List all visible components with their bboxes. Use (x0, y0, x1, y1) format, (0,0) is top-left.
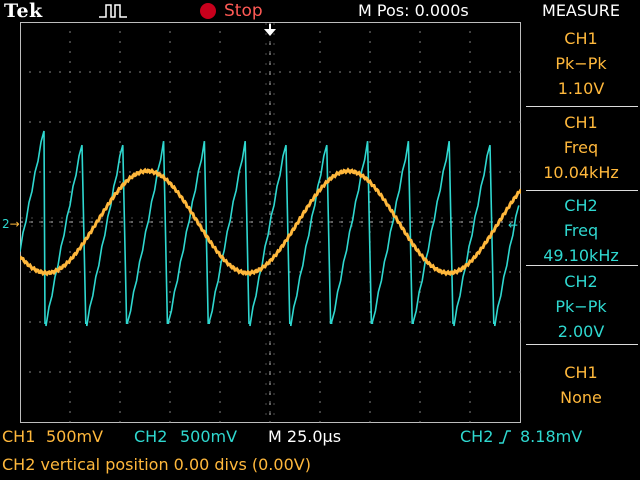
m-pos-readout: M Pos: 0.000s (358, 1, 469, 20)
trigger-pulse-icon (99, 4, 127, 18)
brand-logo: Tek (4, 0, 43, 22)
measure-value: 2.00V (557, 322, 605, 341)
ch2-scale: 500mV (180, 427, 238, 446)
measure-type: Freq (563, 221, 599, 240)
measure-channel: CH2 (564, 196, 598, 215)
measure-value: 1.10V (557, 79, 605, 98)
top-status-bar: Tek Stop M Pos: 0.000s MEASURE (0, 0, 640, 22)
status-message: CH2 vertical position 0.00 divs (0.00V) (2, 455, 311, 474)
measure-type: Freq (563, 138, 599, 157)
measure-type: None (560, 388, 602, 407)
measure-type: Pk−Pk (555, 54, 607, 73)
trigger-level-marker[interactable]: ← (508, 218, 519, 232)
measure-channel: CH2 (564, 272, 598, 291)
run-state: Stop (224, 1, 263, 21)
ch1-waveform (20, 167, 521, 277)
timebase: M 25.0µs (268, 427, 342, 446)
measure-slot-3[interactable]: CH2 Freq 49.10kHz (522, 193, 640, 271)
measure-slot-2[interactable]: CH1 Freq 10.04kHz (522, 110, 640, 188)
measure-slot-5[interactable]: CH1 None (522, 360, 640, 438)
measure-slot-4[interactable]: CH2 Pk−Pk 2.00V (522, 269, 640, 347)
measure-slot-1[interactable]: CH1 Pk−Pk 1.10V (522, 26, 640, 104)
trigger-position-marker (264, 24, 276, 36)
waveform-display (20, 22, 521, 423)
measure-value: 10.04kHz (543, 163, 619, 182)
ch2-ground-marker[interactable]: 2→ (2, 217, 20, 231)
ch1-scale: 500mV (46, 427, 104, 446)
bottom-status-bar: CH1 500mV CH2 500mV M 25.0µs CH2 8.18mV … (0, 425, 640, 480)
divider (526, 265, 638, 266)
divider (526, 190, 638, 191)
ch1-label: CH1 (2, 427, 36, 446)
ch2-waveform (20, 130, 520, 327)
measure-title: MEASURE (542, 1, 620, 20)
trigger-source: CH2 (460, 427, 494, 446)
measure-value: 49.10kHz (543, 246, 619, 265)
measure-channel: CH1 (564, 113, 598, 132)
measure-channel: CH1 (564, 29, 598, 48)
rising-edge-icon (499, 430, 511, 444)
divider (526, 106, 638, 107)
stop-indicator-icon (200, 3, 216, 19)
trigger-level: 8.18mV (520, 427, 583, 446)
measure-channel: CH1 (564, 363, 598, 382)
divider (526, 344, 638, 345)
measure-type: Pk−Pk (555, 297, 607, 316)
ch2-label: CH2 (134, 427, 168, 446)
